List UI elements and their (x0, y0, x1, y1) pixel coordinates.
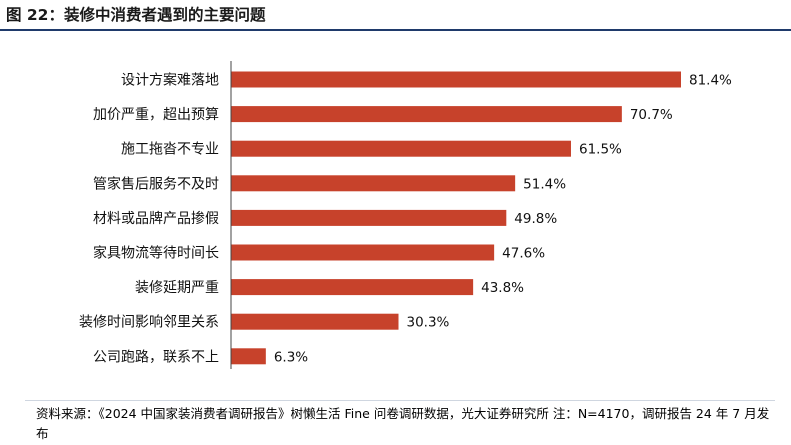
bar (231, 313, 399, 330)
category-label: 家具物流等待时间长 (93, 245, 219, 262)
bar (231, 71, 681, 88)
value-labels: 81.4% 70.7% 61.5% 51.4% 49.8% 47.6% 43.8% 30.3%… (274, 73, 732, 366)
value-label: 30.3% (407, 315, 450, 331)
bar (231, 279, 474, 296)
category-labels: 设计方案难落地加价严重，超出预算施工拖沓不专业管家售后服务不及时材料或品牌产品掺… (79, 72, 219, 366)
category-label: 装修延期严重 (135, 280, 219, 296)
value-label: 70.7% (630, 107, 673, 123)
category-label: 管家售后服务不及时 (93, 175, 219, 192)
category-label: 加价严重，超出预算 (93, 107, 219, 123)
bar (231, 348, 266, 365)
bar (231, 140, 571, 157)
category-label: 公司跑路，联系不上 (93, 349, 219, 365)
value-label: 43.8% (481, 280, 524, 296)
value-label: 47.6% (502, 246, 545, 262)
value-label: 51.4% (523, 176, 566, 192)
value-label: 61.5% (579, 142, 622, 158)
bar (231, 209, 507, 226)
category-label: 材料或品牌产品掺假 (93, 210, 219, 227)
bar (231, 175, 516, 192)
bar (231, 244, 495, 261)
footer-divider (25, 400, 775, 401)
value-label: 49.8% (514, 211, 557, 227)
title-divider (0, 29, 791, 31)
category-label: 设计方案难落地 (121, 72, 219, 89)
figure-title: 图 22：装修中消费者遇到的主要问题 (6, 6, 266, 24)
bars (231, 71, 681, 365)
value-label: 6.3% (274, 349, 308, 365)
category-label: 施工拖沓不专业 (121, 142, 219, 158)
bar (231, 106, 622, 123)
category-label: 装修时间影响邻里关系 (79, 315, 219, 331)
bar-chart: 设计方案难落地加价严重，超出预算施工拖沓不专业管家售后服务不及时材料或品牌产品掺… (79, 61, 732, 369)
source-note: 资料来源：《2024 中国家装消费者调研报告》树懒生活 Fine 问卷调研数据，… (36, 406, 770, 441)
value-label: 81.4% (689, 73, 732, 89)
